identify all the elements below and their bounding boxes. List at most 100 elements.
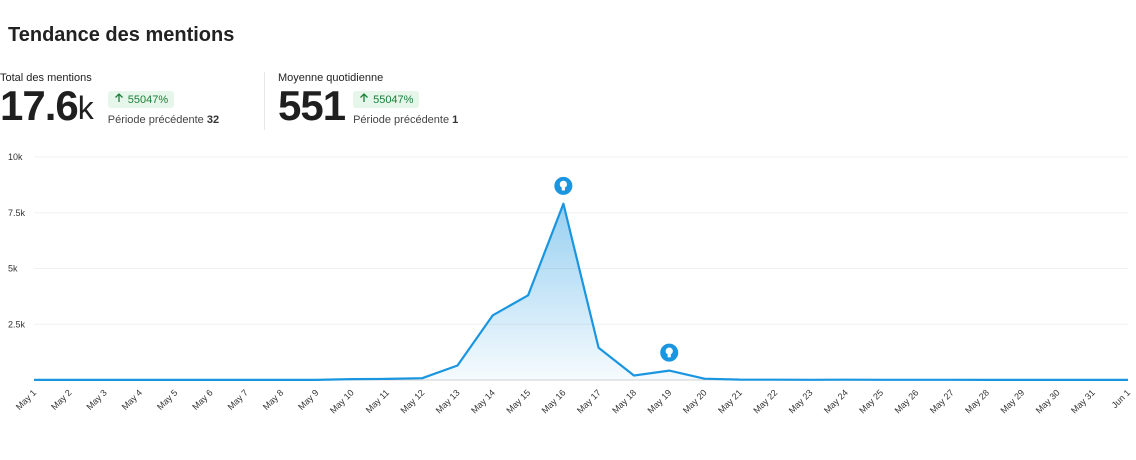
total-previous-period: Période précédente 32 (108, 114, 219, 126)
data-point (386, 378, 388, 380)
data-point (1127, 379, 1129, 381)
x-tick-label: May 17 (575, 388, 603, 416)
data-point (739, 378, 741, 380)
total-mentions-suffix: k (77, 90, 94, 126)
data-point (315, 379, 317, 381)
average-previous-period: Période précédente 1 (353, 114, 458, 126)
average-previous-value: 1 (452, 114, 459, 126)
bulb-base (667, 354, 671, 358)
data-point (844, 378, 846, 380)
x-tick-label: May 6 (190, 388, 214, 412)
x-tick-label: May 27 (928, 388, 956, 416)
x-tick-label: May 11 (364, 388, 391, 415)
x-tick-label: May 4 (120, 388, 144, 412)
total-mentions-stat: Total des mentions 17.6 k 55047% Période… (0, 72, 219, 129)
data-point (492, 314, 494, 316)
stats-divider (264, 72, 265, 130)
data-point (1056, 379, 1058, 381)
data-point (139, 379, 141, 381)
x-tick-label: May 8 (261, 388, 285, 412)
x-tick-label: May 26 (893, 388, 921, 416)
x-tick-label: May 1 (14, 388, 38, 412)
x-tick-label: May 16 (540, 388, 568, 416)
daily-average-stat: Moyenne quotidienne 551 55047% Période p… (278, 72, 458, 129)
x-tick-label: May 29 (998, 388, 1026, 416)
daily-average-value: 551 (278, 82, 346, 129)
data-point (103, 379, 105, 381)
x-tick-label: May 5 (155, 388, 179, 412)
x-tick-label: May 23 (787, 388, 815, 416)
bulb-base (561, 187, 565, 191)
x-tick-label: May 9 (296, 388, 320, 412)
data-point (245, 379, 247, 381)
y-tick-label: 5k (8, 264, 18, 274)
x-tick-label: May 20 (681, 388, 709, 416)
data-point (209, 379, 211, 381)
data-point (68, 379, 70, 381)
x-tick-label: May 22 (751, 388, 779, 416)
average-change-value: 55047% (373, 93, 414, 106)
x-tick-label: May 7 (226, 388, 250, 412)
data-point (915, 379, 917, 381)
data-point (527, 294, 529, 296)
total-previous-value: 32 (206, 114, 220, 126)
bulb-glass (665, 347, 673, 355)
lightbulb-icon (665, 347, 673, 358)
x-tick-label: Jun 1 (1110, 388, 1133, 411)
y-tick-label: 10k (8, 152, 23, 162)
data-point (456, 364, 458, 366)
y-tick-label: 2.5k (8, 319, 26, 329)
data-point (633, 374, 635, 376)
x-tick-label: May 18 (610, 388, 638, 416)
data-point (280, 379, 282, 381)
data-point (1021, 379, 1023, 381)
data-point (562, 203, 564, 205)
x-tick-label: May 28 (963, 388, 991, 416)
data-point (597, 346, 599, 348)
chart-title: Tendance des mentions (8, 24, 235, 46)
x-tick-label: May 2 (49, 388, 73, 412)
total-change-value: 55047% (127, 93, 169, 106)
x-tick-label: May 24 (822, 388, 850, 416)
x-tick-label: May 13 (434, 388, 462, 416)
arrow-up-icon (359, 93, 369, 106)
data-point (809, 379, 811, 381)
series-area (34, 203, 1128, 380)
annotation-marker[interactable] (552, 174, 575, 197)
data-point (668, 369, 670, 371)
x-tick-label: May 15 (504, 388, 532, 416)
lightbulb-icon (559, 180, 567, 191)
x-tick-label: May 21 (716, 388, 744, 416)
x-tick-label: May 30 (1034, 388, 1062, 416)
annotation-marker[interactable] (658, 341, 681, 364)
data-point (774, 378, 776, 380)
data-point (1092, 379, 1094, 381)
data-point (421, 377, 423, 379)
data-point (174, 379, 176, 381)
daily-average-label: Moyenne quotidienne (278, 72, 384, 84)
total-mentions-label: Total des mentions (0, 72, 92, 84)
arrow-up-icon (114, 93, 124, 106)
bulb-glass (559, 180, 567, 188)
data-point (986, 379, 988, 381)
total-change-badge: 55047% (107, 91, 175, 108)
x-tick-label: May 3 (84, 388, 108, 412)
data-point (350, 378, 352, 380)
total-mentions-value: 17.6 (0, 82, 79, 129)
mentions-area-chart: 2.5k 5k 7.5k 10k May 1 May 2 May 3 May 4 May 5 Ma… (8, 152, 1133, 416)
data-point (880, 379, 882, 381)
y-tick-label: 7.5k (8, 208, 26, 218)
data-point (950, 379, 952, 381)
x-tick-label: May 19 (646, 388, 674, 416)
average-previous-label: Période précédente (353, 114, 450, 126)
data-point (703, 377, 705, 379)
total-previous-label: Période précédente (107, 114, 204, 126)
x-tick-label: May 10 (328, 388, 356, 416)
average-change-badge: 55047% (353, 91, 420, 108)
data-point (33, 379, 35, 381)
x-tick-label: May 12 (398, 388, 426, 416)
x-tick-label: May 25 (857, 388, 885, 416)
x-tick-label: May 31 (1069, 388, 1097, 416)
x-tick-label: May 14 (469, 388, 497, 416)
series-line (34, 202, 1128, 381)
